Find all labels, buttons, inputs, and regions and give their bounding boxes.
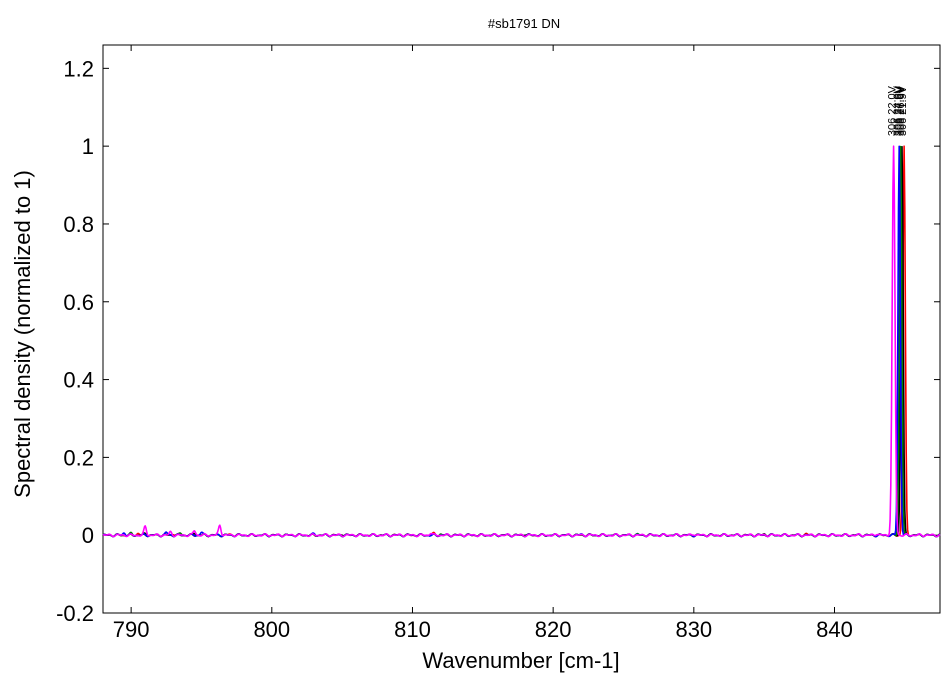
y-tick-label: 0 [82, 523, 94, 548]
x-tick-label: 820 [535, 617, 572, 642]
y-tick-label: 0.2 [63, 445, 94, 470]
x-tick-label: 800 [253, 617, 290, 642]
peak-label: 306 22.0V [887, 85, 899, 136]
series-line [102, 145, 941, 538]
x-tick-label: 830 [675, 617, 712, 642]
x-axis-label: Wavenumber [cm-1] [422, 648, 619, 673]
plot-frame [102, 44, 941, 614]
peak-label: 306 26.0V [895, 85, 907, 136]
y-tick-label: 0.8 [63, 212, 94, 237]
y-tick-label: 0.4 [63, 368, 94, 393]
peak-label: 306 27.6V [894, 85, 906, 136]
series-line [102, 145, 941, 538]
x-tick-label: 790 [113, 617, 150, 642]
series-layer [102, 145, 941, 538]
chart-title: #sb1791 DN [488, 16, 560, 31]
x-tick-label: 810 [394, 617, 431, 642]
series-line [102, 145, 941, 538]
peak-label: 306 24.0V [892, 85, 904, 136]
y-tick-label: 0.6 [63, 290, 94, 315]
plot-area: 790 800 810 820 830 840 -0.2 0 0.2 0.4 0.6 0.8 1 1.2… [56, 44, 941, 642]
y-tick-label: 1 [82, 134, 94, 159]
y-axis-label: Spectral density (normalized to 1) [10, 170, 35, 498]
series-line [102, 145, 941, 538]
x-axis-ticks: 790 800 810 820 830 840 [113, 45, 853, 642]
series-line [102, 145, 941, 538]
x-tick-label: 840 [816, 617, 853, 642]
y-tick-label: -0.2 [56, 601, 94, 626]
y-axis-ticks: -0.2 0 0.2 0.4 0.6 0.8 1 1.2 [56, 56, 940, 626]
peak-label: 306 21.9V [897, 85, 909, 136]
y-tick-label: 1.2 [63, 56, 94, 81]
